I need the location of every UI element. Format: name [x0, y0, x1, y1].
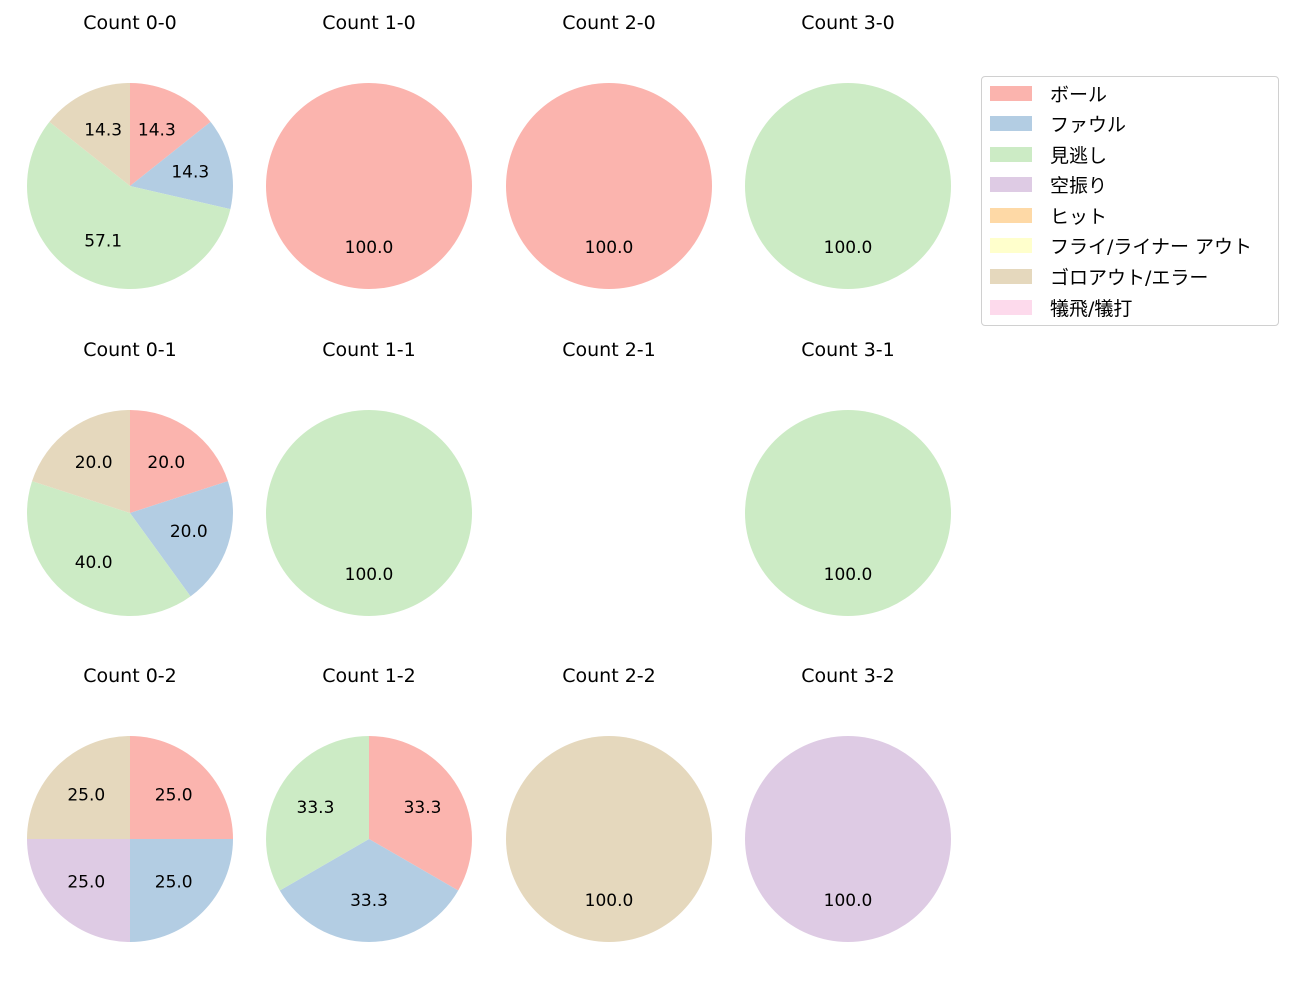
- pie-title: Count 1-1: [322, 339, 416, 361]
- pie-count-1-2: Count 1-2 33.3 33.3 33.3: [266, 665, 472, 942]
- pie-title: Count 2-2: [562, 665, 656, 687]
- pie-slice-label: 100.0: [824, 565, 873, 585]
- legend-label: ファウル: [1050, 113, 1127, 136]
- legend-item-called-strike: 見逃し: [990, 144, 1107, 167]
- legend-label: ヒット: [1050, 205, 1108, 228]
- pie-slice-label: 25.0: [67, 785, 105, 805]
- pie-slice-: [130, 481, 234, 597]
- pie-slice-: [506, 83, 712, 289]
- pie-slice-label: 100.0: [345, 565, 394, 585]
- pie-slice-label: 33.3: [297, 798, 335, 818]
- pie-slice-: [130, 83, 211, 186]
- pie-slice-label: 100.0: [824, 891, 873, 911]
- legend-item-ball: ボール: [990, 83, 1107, 106]
- legend-label: ボール: [1050, 83, 1108, 106]
- legend-label: 犠飛/犠打: [1050, 297, 1133, 320]
- legend-swatch: [990, 85, 1032, 101]
- pie-title: Count 0-1: [83, 339, 177, 361]
- legend-label: 空振り: [1050, 174, 1108, 197]
- pie-slice-label: 40.0: [75, 553, 113, 573]
- pie-slice-label: 20.0: [170, 522, 208, 542]
- pie-slice-: [27, 481, 191, 617]
- legend-item-swinging-strike: 空振り: [990, 174, 1107, 197]
- pie-slice-: [32, 410, 130, 513]
- pie-title: Count 1-0: [322, 12, 416, 34]
- pie-slice-: [266, 736, 369, 891]
- pie-slice-: [266, 83, 472, 289]
- pie-slice-label: 14.3: [171, 162, 209, 182]
- pie-slice-label: 100.0: [585, 238, 634, 258]
- pie-slice-: [369, 736, 472, 891]
- pie-slice-label: 20.0: [75, 453, 113, 473]
- legend-swatch: [990, 299, 1032, 315]
- legend-item-foul: ファウル: [990, 113, 1126, 136]
- pie-count-1-0: Count 1-0 100.0: [266, 12, 472, 289]
- pie-slice-label: 25.0: [67, 873, 105, 893]
- pie-slice-label: 33.3: [404, 798, 442, 818]
- pie-slice-label: 100.0: [824, 238, 873, 258]
- pie-slice-: [745, 736, 951, 942]
- legend-item-fly-liner-out: フライ/ライナー アウト: [990, 235, 1252, 258]
- pie-slice-label: 100.0: [585, 891, 634, 911]
- pie-count-0-1: Count 0-1 20.0 20.0 40.0 20.0: [27, 339, 234, 617]
- legend-swatch: [990, 268, 1032, 284]
- pie-title: Count 2-1: [562, 339, 656, 361]
- pie-count-2-0: Count 2-0 100.0: [506, 12, 712, 289]
- pie-count-3-0: Count 3-0 100.0: [745, 12, 951, 289]
- pie-title: Count 3-1: [801, 339, 895, 361]
- legend-item-sacrifice: 犠飛/犠打: [990, 297, 1132, 320]
- pie-slice-: [506, 736, 712, 942]
- legend: ボール ファウル 見逃し 空振り ヒット フライ/ライナー アウト ゴロアウト/…: [981, 76, 1279, 326]
- pie-slice-label: 100.0: [345, 238, 394, 258]
- pie-title: Count 2-0: [562, 12, 656, 34]
- pie-slice-label: 33.3: [350, 891, 388, 911]
- legend-swatch: [990, 115, 1032, 131]
- pie-count-2-1: Count 2-1: [562, 339, 656, 361]
- pie-title: Count 1-2: [322, 665, 416, 687]
- legend-item-hit: ヒット: [990, 205, 1107, 228]
- pie-slice-label: 25.0: [155, 785, 193, 805]
- pie-slice-: [130, 839, 233, 942]
- pie-count-0-0: Count 0-0 14.3 14.3 57.1 14.3: [26, 12, 234, 289]
- pie-count-0-2: Count 0-2 25.0 25.0 25.0 25.0: [27, 665, 233, 942]
- legend-swatch: [990, 237, 1032, 253]
- pie-count-2-2: Count 2-2 100.0: [506, 665, 712, 942]
- pie-slice-label: 14.3: [84, 120, 122, 140]
- pie-slice-: [27, 736, 130, 839]
- pie-count-1-1: Count 1-1 100.0: [266, 339, 472, 616]
- legend-label: ゴロアウト/エラー: [1050, 266, 1209, 289]
- pie-slice-: [26, 121, 231, 289]
- pie-slice-: [745, 410, 951, 616]
- pie-slice-: [266, 410, 472, 616]
- pie-slice-label: 20.0: [147, 453, 185, 473]
- pie-slice-: [130, 121, 234, 210]
- pie-slice-: [27, 839, 130, 942]
- legend-swatch: [990, 176, 1032, 192]
- pie-title: Count 0-2: [83, 665, 177, 687]
- pie-count-3-1: Count 3-1 100.0: [745, 339, 951, 616]
- pie-count-3-2: Count 3-2 100.0: [745, 665, 951, 942]
- legend-swatch: [990, 146, 1032, 162]
- pie-slice-: [130, 410, 228, 513]
- pie-slice-: [745, 83, 951, 289]
- legend-item-grounder-out-error: ゴロアウト/エラー: [990, 266, 1208, 289]
- pie-slice-label: 25.0: [155, 873, 193, 893]
- legend-swatch: [990, 207, 1032, 223]
- pie-slice-: [130, 736, 233, 839]
- legend-label: 見逃し: [1050, 144, 1108, 167]
- pie-slice-label: 57.1: [84, 232, 122, 252]
- legend-label: フライ/ライナー アウト: [1050, 235, 1253, 258]
- pie-slice-label: 14.3: [138, 120, 176, 140]
- pie-title: Count 3-0: [801, 12, 895, 34]
- pie-slice-: [49, 83, 131, 186]
- pie-title: Count 0-0: [83, 12, 177, 34]
- pie-title: Count 3-2: [801, 665, 895, 687]
